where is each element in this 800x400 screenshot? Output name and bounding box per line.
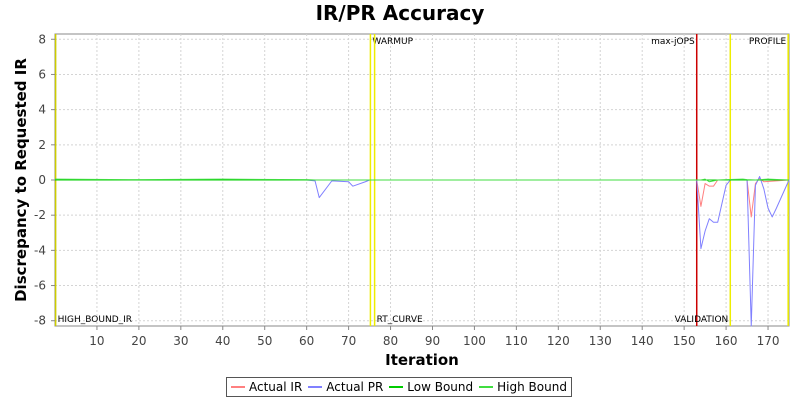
legend-item: High Bound — [479, 380, 567, 394]
marker-label: VALIDATION — [675, 315, 729, 325]
legend-swatch — [308, 386, 323, 388]
x-tick-label: 70 — [341, 334, 356, 348]
marker-label: HIGH_BOUND_IR — [58, 315, 132, 325]
x-tick-label: 150 — [673, 334, 696, 348]
legend-label: Actual IR — [249, 380, 303, 394]
marker-label: WARMUP — [372, 37, 413, 47]
series-layer — [54, 175, 790, 327]
x-tick-label: 40 — [215, 334, 230, 348]
x-tick-label: 60 — [299, 334, 314, 348]
legend-label: Low Bound — [407, 380, 474, 394]
series-line-actual-pr — [55, 175, 790, 327]
x-tick-label: 80 — [383, 334, 398, 348]
x-tick-label: 110 — [505, 334, 528, 348]
legend-item: Actual IR — [231, 380, 302, 394]
y-tick-label: 0 — [38, 173, 46, 187]
legend-label: Actual PR — [326, 380, 384, 394]
x-tick-label: 140 — [631, 334, 654, 348]
x-tick-label: 10 — [89, 334, 104, 348]
y-tick-label: 4 — [38, 103, 46, 117]
marker-label: max-jOPS — [651, 37, 695, 47]
y-axis-label: Discrepancy to Requested IR — [12, 58, 30, 302]
x-tick-label: 90 — [425, 334, 440, 348]
x-tick-label: 20 — [131, 334, 146, 348]
y-tick-label: -8 — [34, 314, 46, 328]
x-tick-label: 30 — [173, 334, 188, 348]
x-axis-label: Iteration — [385, 351, 459, 369]
x-tick-label: 160 — [715, 334, 738, 348]
legend-swatch — [231, 386, 245, 388]
x-tick-label: 120 — [547, 334, 570, 348]
chart-title: IR/PR Accuracy — [315, 1, 485, 25]
y-tick-label: 6 — [38, 67, 46, 81]
marker-label: RT_CURVE — [377, 315, 423, 325]
legend-swatch — [389, 386, 404, 388]
x-tick-label: 130 — [589, 334, 612, 348]
y-tick-label: -4 — [34, 243, 46, 257]
legend-item: Low Bound — [389, 380, 473, 394]
legend-item: Actual PR — [308, 380, 383, 394]
legend: Actual IR Actual PR Low Bound High Bound — [226, 377, 572, 397]
marker-label: PROFILE — [749, 37, 787, 47]
x-tick-label: 100 — [463, 334, 486, 348]
x-tick-label: 50 — [257, 334, 272, 348]
legend-label: High Bound — [497, 380, 567, 394]
series-line-high-bound — [54, 178, 790, 183]
legend-swatch — [479, 386, 494, 388]
axis-layer: 10 20 30 40 50 60 70 80 90 100 110 120 130 140 150 160 1… — [34, 32, 779, 348]
y-tick-label: -6 — [34, 279, 46, 293]
y-tick-label: -2 — [34, 208, 46, 222]
x-tick-label: 170 — [757, 334, 780, 348]
y-tick-label: 2 — [38, 138, 46, 152]
y-tick-label: 8 — [38, 32, 46, 46]
